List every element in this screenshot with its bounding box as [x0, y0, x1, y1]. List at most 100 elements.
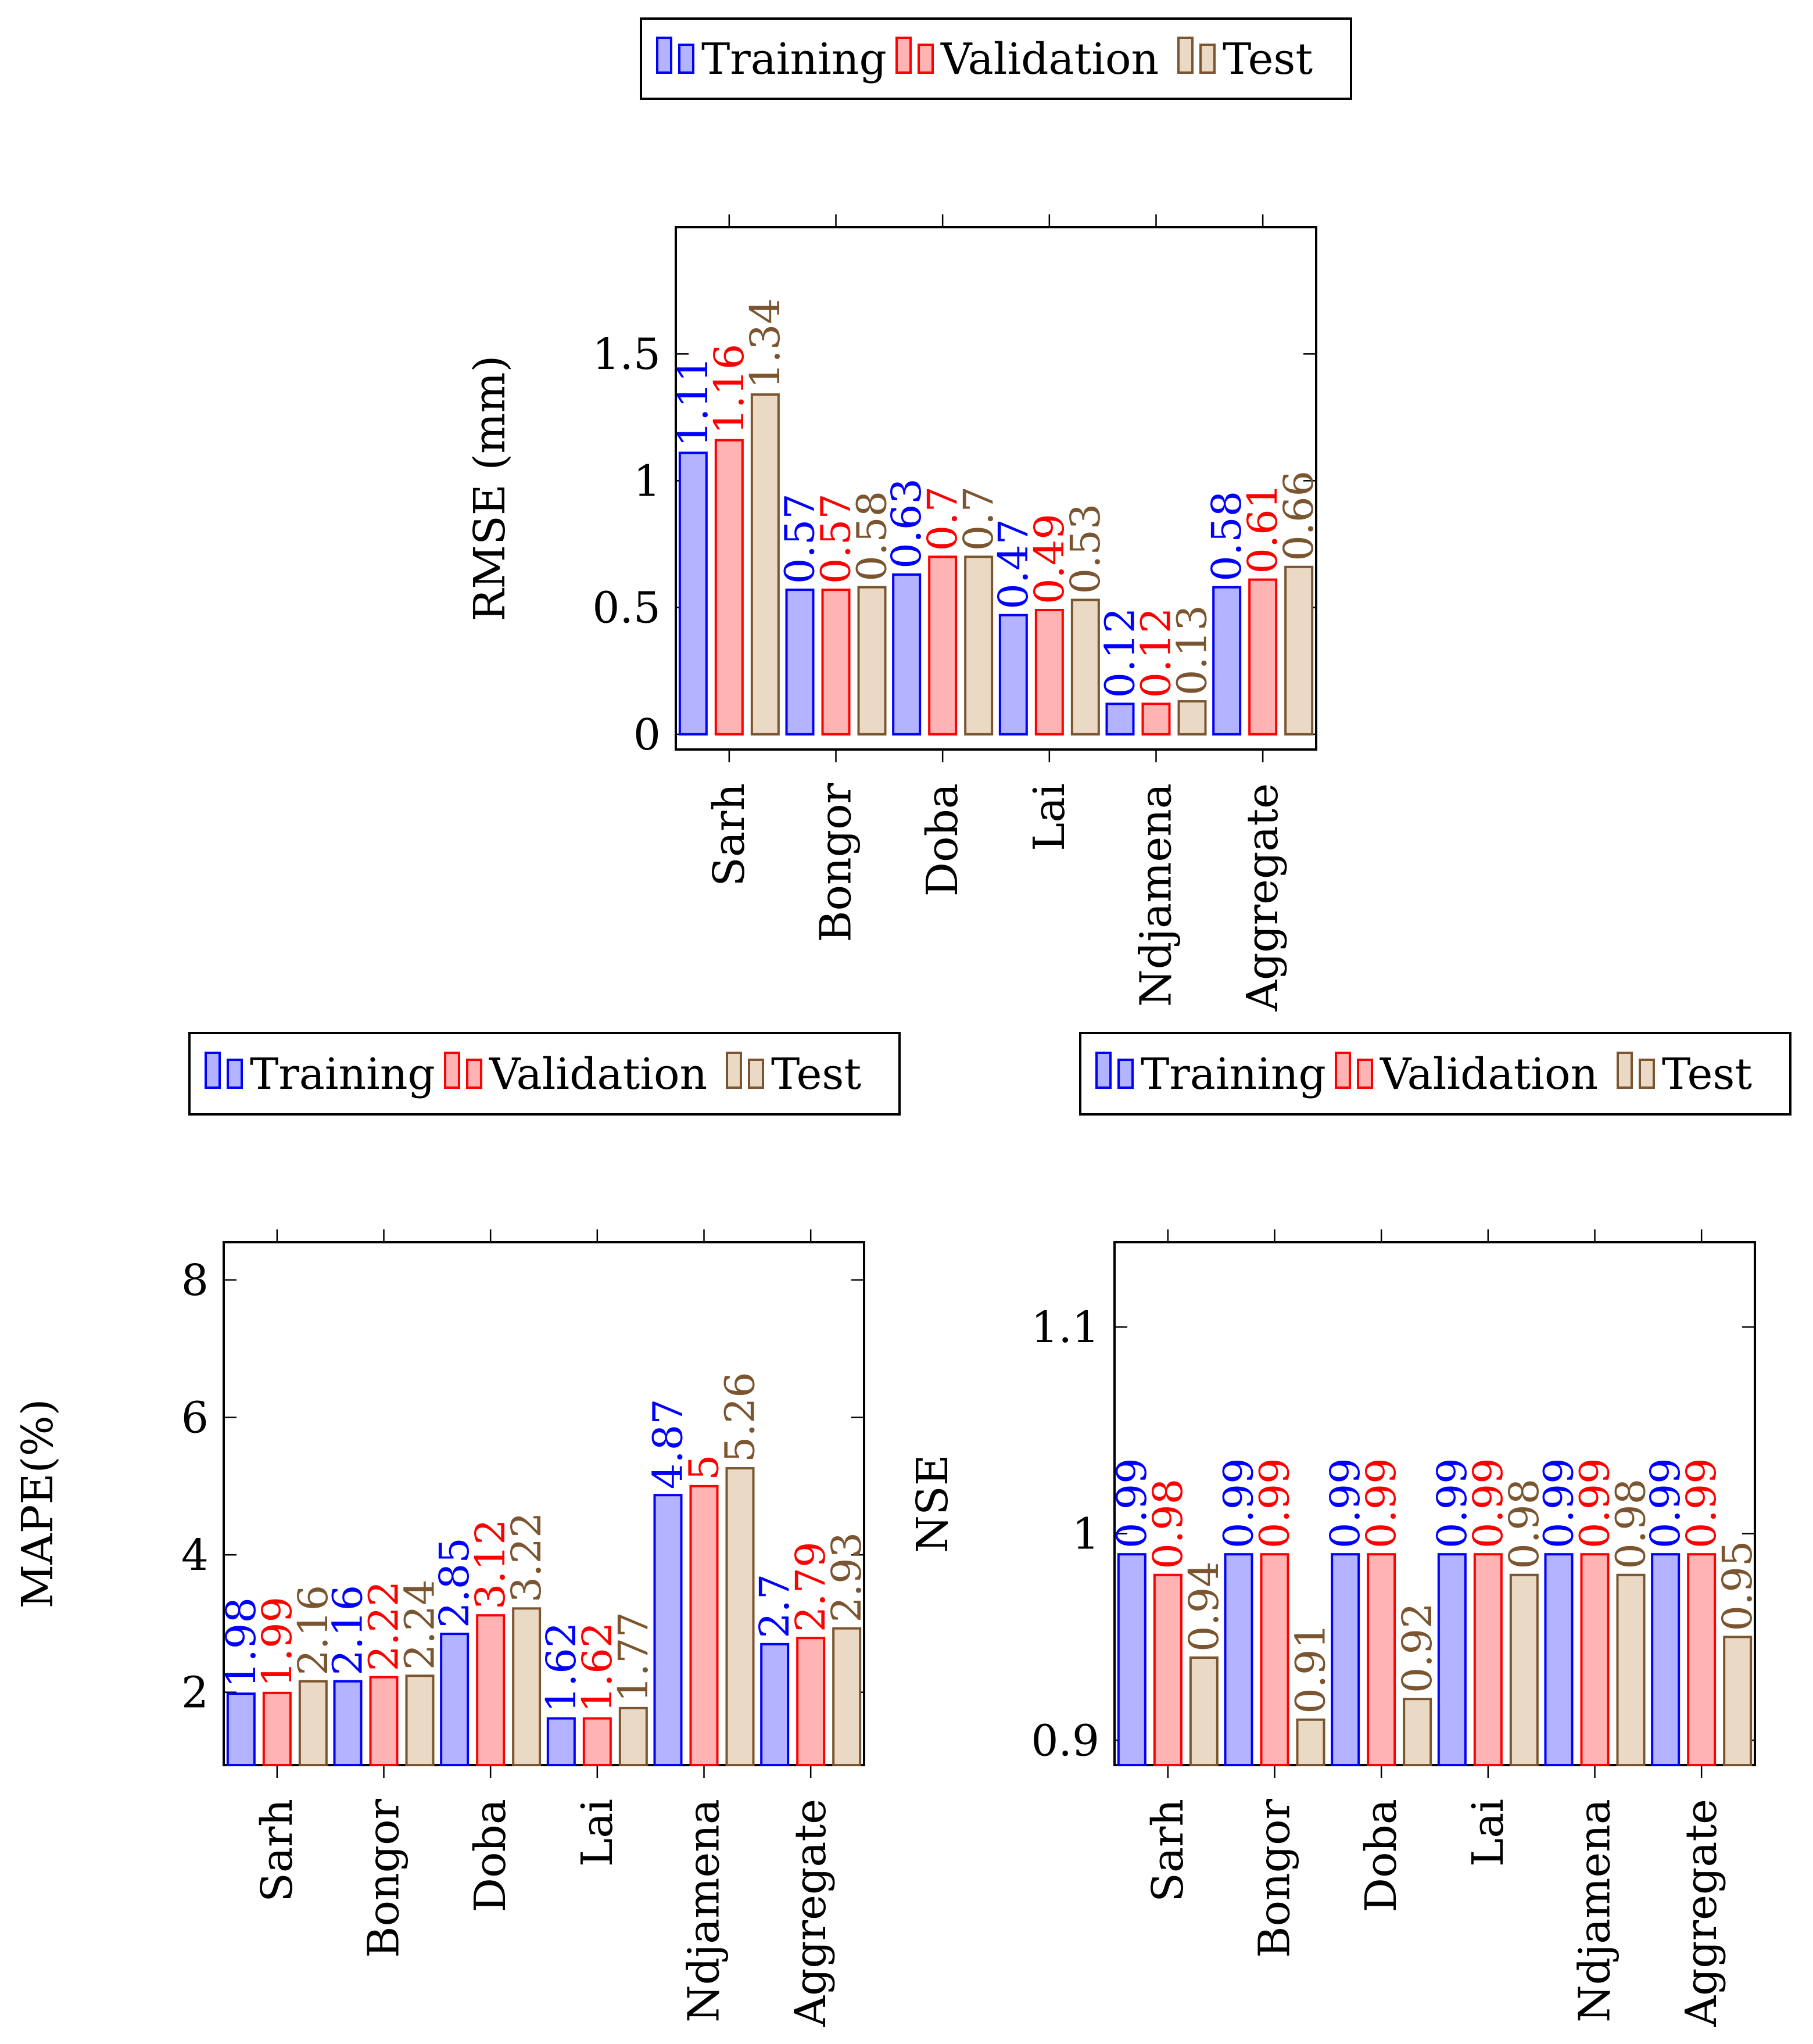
bar-validation [796, 1637, 826, 1767]
bar-training [998, 614, 1028, 736]
legend-box [1079, 1032, 1791, 1116]
plot-frame [675, 226, 1317, 751]
data-label-test: 3.22 [503, 1512, 550, 1602]
bar-training [226, 1692, 256, 1766]
data-label-training: 0.57 [776, 493, 824, 584]
bar-validation [1580, 1553, 1610, 1766]
data-label-validation: 0.99 [1357, 1458, 1405, 1548]
data-label-validation: 0.12 [1133, 608, 1180, 698]
data-label-test: 2.24 [396, 1579, 444, 1670]
data-label-validation: 0.99 [1571, 1458, 1619, 1548]
data-label-test: 2.93 [823, 1532, 870, 1623]
data-label-test: 0.66 [1275, 471, 1323, 561]
bar-test [1723, 1636, 1753, 1766]
x-category-label: Aggregate [1238, 783, 1288, 1012]
legend-label-test: Test [1223, 34, 1313, 84]
bar-validation [1473, 1553, 1503, 1766]
data-label-test: 0.53 [1062, 504, 1109, 594]
legend-swatch-training [1095, 1052, 1112, 1089]
x-category-label: Lai [1463, 1799, 1513, 1867]
bar-training [1212, 586, 1242, 736]
bar-validation [1034, 608, 1064, 736]
bar-validation [369, 1676, 399, 1766]
x-category-label: Bongor [811, 783, 861, 942]
data-label-validation: 5 [680, 1454, 728, 1480]
legend-label-validation: Validation [489, 1049, 707, 1099]
bar-test [964, 555, 994, 736]
bar-validation [821, 589, 851, 736]
data-label-test: 5.26 [716, 1372, 764, 1462]
data-label-validation: 2.79 [787, 1541, 834, 1632]
legend-swatch-validation [918, 44, 934, 74]
bar-test [1509, 1573, 1539, 1767]
bar-training [653, 1494, 683, 1766]
chart-rmse: 0 0.5 1 1.5 RMSE (mm) Sarh 1.111.161.34 Bongor 0… [465, 214, 1323, 1012]
data-label-test: 0.98 [1500, 1479, 1548, 1569]
data-label-validation: 0.99 [1678, 1458, 1725, 1548]
data-label-training: 0.63 [883, 478, 930, 569]
x-category-label: Doba [1356, 1799, 1406, 1912]
bar-validation [714, 439, 744, 736]
bar-validation [1367, 1553, 1396, 1766]
data-label-test: 1.77 [610, 1612, 657, 1702]
legend-label-validation: Validation [940, 34, 1159, 84]
data-label-training: 0.47 [990, 519, 1037, 609]
x-category-label: Bongor [359, 1798, 409, 1958]
x-category-label: Ndjamena [1570, 1799, 1620, 2023]
data-label-training: 2.16 [324, 1585, 372, 1676]
bar-training [678, 451, 708, 736]
data-label-validation: 1.16 [705, 344, 753, 435]
data-label-test: 1.34 [741, 298, 789, 389]
bar-test [1284, 565, 1314, 736]
y-tick-label: 2 [181, 1668, 209, 1718]
legend-swatch-training [1117, 1059, 1134, 1089]
y-tick-label: 0 [633, 710, 661, 760]
legend-swatch-training [205, 1052, 221, 1089]
data-label-training: 0.99 [1215, 1458, 1263, 1548]
x-category-label: Lai [1024, 783, 1074, 851]
bar-test [405, 1674, 435, 1766]
x-category-label: Sarh [704, 783, 754, 887]
plot-frame [223, 1241, 865, 1766]
bar-validation [1153, 1573, 1183, 1767]
bar-training [1105, 702, 1135, 736]
y-tick-label: 1 [633, 456, 661, 506]
bar-training [333, 1680, 363, 1766]
y-tick-label: 1 [1072, 1509, 1099, 1559]
legend-box [640, 17, 1352, 100]
bar-validation [689, 1484, 719, 1766]
legend-nse: Training Validation Test [1079, 1032, 1791, 1116]
bar-training [785, 589, 815, 736]
legend-label-training: Training [1141, 1049, 1326, 1099]
data-label-training: 0.99 [1108, 1458, 1156, 1548]
bar-training [892, 573, 922, 736]
data-label-validation: 0.7 [919, 486, 966, 551]
legend-swatch-test [748, 1059, 764, 1089]
data-label-test: 0.95 [1714, 1541, 1761, 1631]
data-label-training: 4.87 [644, 1398, 692, 1489]
x-category-label: Lai [572, 1799, 622, 1867]
legend-label-validation: Validation [1380, 1049, 1598, 1099]
data-label-validation: 0.98 [1144, 1479, 1192, 1569]
x-category-label: Ndjamena [679, 1799, 729, 2023]
bar-validation [582, 1717, 612, 1767]
y-axis-title: MAPE(%) [13, 1398, 63, 1608]
legend-swatch-validation [895, 37, 912, 74]
y-tick-label: 1.5 [592, 329, 661, 379]
x-category-label: Bongor [1250, 1798, 1300, 1958]
legend-label-training: Training [701, 34, 887, 84]
legend-swatch-test [726, 1052, 742, 1089]
data-label-training: 0.99 [1535, 1458, 1583, 1548]
data-label-training: 0.12 [1097, 608, 1144, 698]
x-category-label: Ndjamena [1131, 783, 1181, 1007]
bar-test [1070, 598, 1100, 736]
bar-training [1437, 1553, 1467, 1766]
data-label-test: 0.94 [1180, 1561, 1228, 1652]
y-axis-title: RMSE (mm) [465, 356, 515, 622]
bar-training [1331, 1553, 1360, 1766]
bar-validation [1687, 1553, 1717, 1766]
legend-swatch-validation [1357, 1059, 1373, 1089]
y-tick-label: 8 [181, 1256, 209, 1306]
legend-mape: Training Validation Test [188, 1032, 901, 1116]
